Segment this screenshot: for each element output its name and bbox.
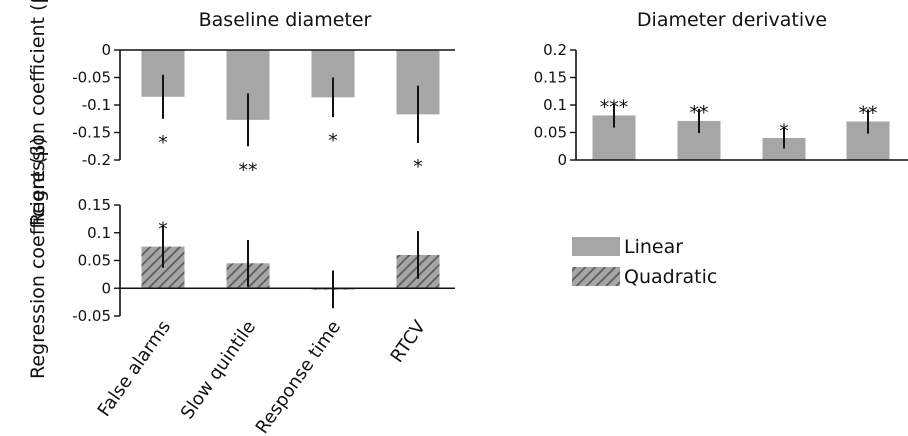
significance-label: * — [779, 121, 789, 143]
y-tick-label: 0.05 — [534, 124, 567, 142]
category-label: Response time — [252, 317, 345, 436]
panel-baseline-diameter: Baseline diameter Regression coefficient… — [27, 0, 455, 226]
y-tick-label: -0.05 — [72, 307, 111, 325]
plot-area: *** *****0.20.150.10.050 — [534, 41, 908, 169]
legend-swatch-linear — [572, 237, 620, 256]
significance-label: *** — [600, 96, 629, 118]
y-tick-label: 0.1 — [87, 224, 111, 242]
legend-label-linear: Linear — [624, 236, 683, 258]
y-tick-label: -0.1 — [82, 96, 111, 114]
panel-diameter-derivative: Diameter derivative *** *****0.20.150.10.… — [534, 9, 908, 169]
legend-label-quadratic: Quadratic — [624, 266, 717, 288]
legend: Linear Quadratic — [572, 236, 717, 288]
y-tick-label: 0.2 — [543, 41, 567, 59]
significance-label: * — [158, 132, 168, 154]
legend-swatch-quadratic — [572, 267, 620, 286]
y-tick-label: 0.05 — [78, 252, 111, 270]
y-tick-label: -0.2 — [82, 151, 111, 169]
y-tick-label: 0 — [557, 151, 567, 169]
y-tick-label: 0.1 — [543, 96, 567, 114]
panel-title: Diameter derivative — [637, 9, 827, 31]
y-tick-label: 0.15 — [78, 196, 111, 214]
significance-label: ** — [690, 102, 709, 124]
significance-label: * — [158, 219, 168, 241]
category-label: Slow quintile — [177, 317, 260, 423]
significance-label: ** — [239, 159, 258, 181]
y-tick-label: 0.15 — [534, 69, 567, 87]
y-axis-label: Regression coefficient (β) — [27, 137, 49, 379]
significance-label: * — [413, 156, 423, 178]
y-tick-label: 0 — [101, 41, 111, 59]
significance-label: ** — [859, 102, 878, 124]
significance-label: * — [328, 130, 338, 152]
y-tick-label: 0 — [101, 279, 111, 297]
y-axis-label: Regression coefficient (β) — [27, 0, 49, 226]
panel-quadratic: Regression coefficient (β) * 0.15 0.1 0.05 0… — [27, 137, 455, 436]
y-tick-label: -0.05 — [72, 69, 111, 87]
y-tick-label: -0.15 — [72, 124, 111, 142]
plot-area: *****0-0.05-0.1-0.15-0.2 — [72, 41, 455, 181]
bar — [762, 138, 806, 160]
panel-title: Baseline diameter — [199, 9, 372, 31]
category-label: False alarms — [94, 317, 175, 421]
category-label: RTCV — [386, 316, 430, 366]
